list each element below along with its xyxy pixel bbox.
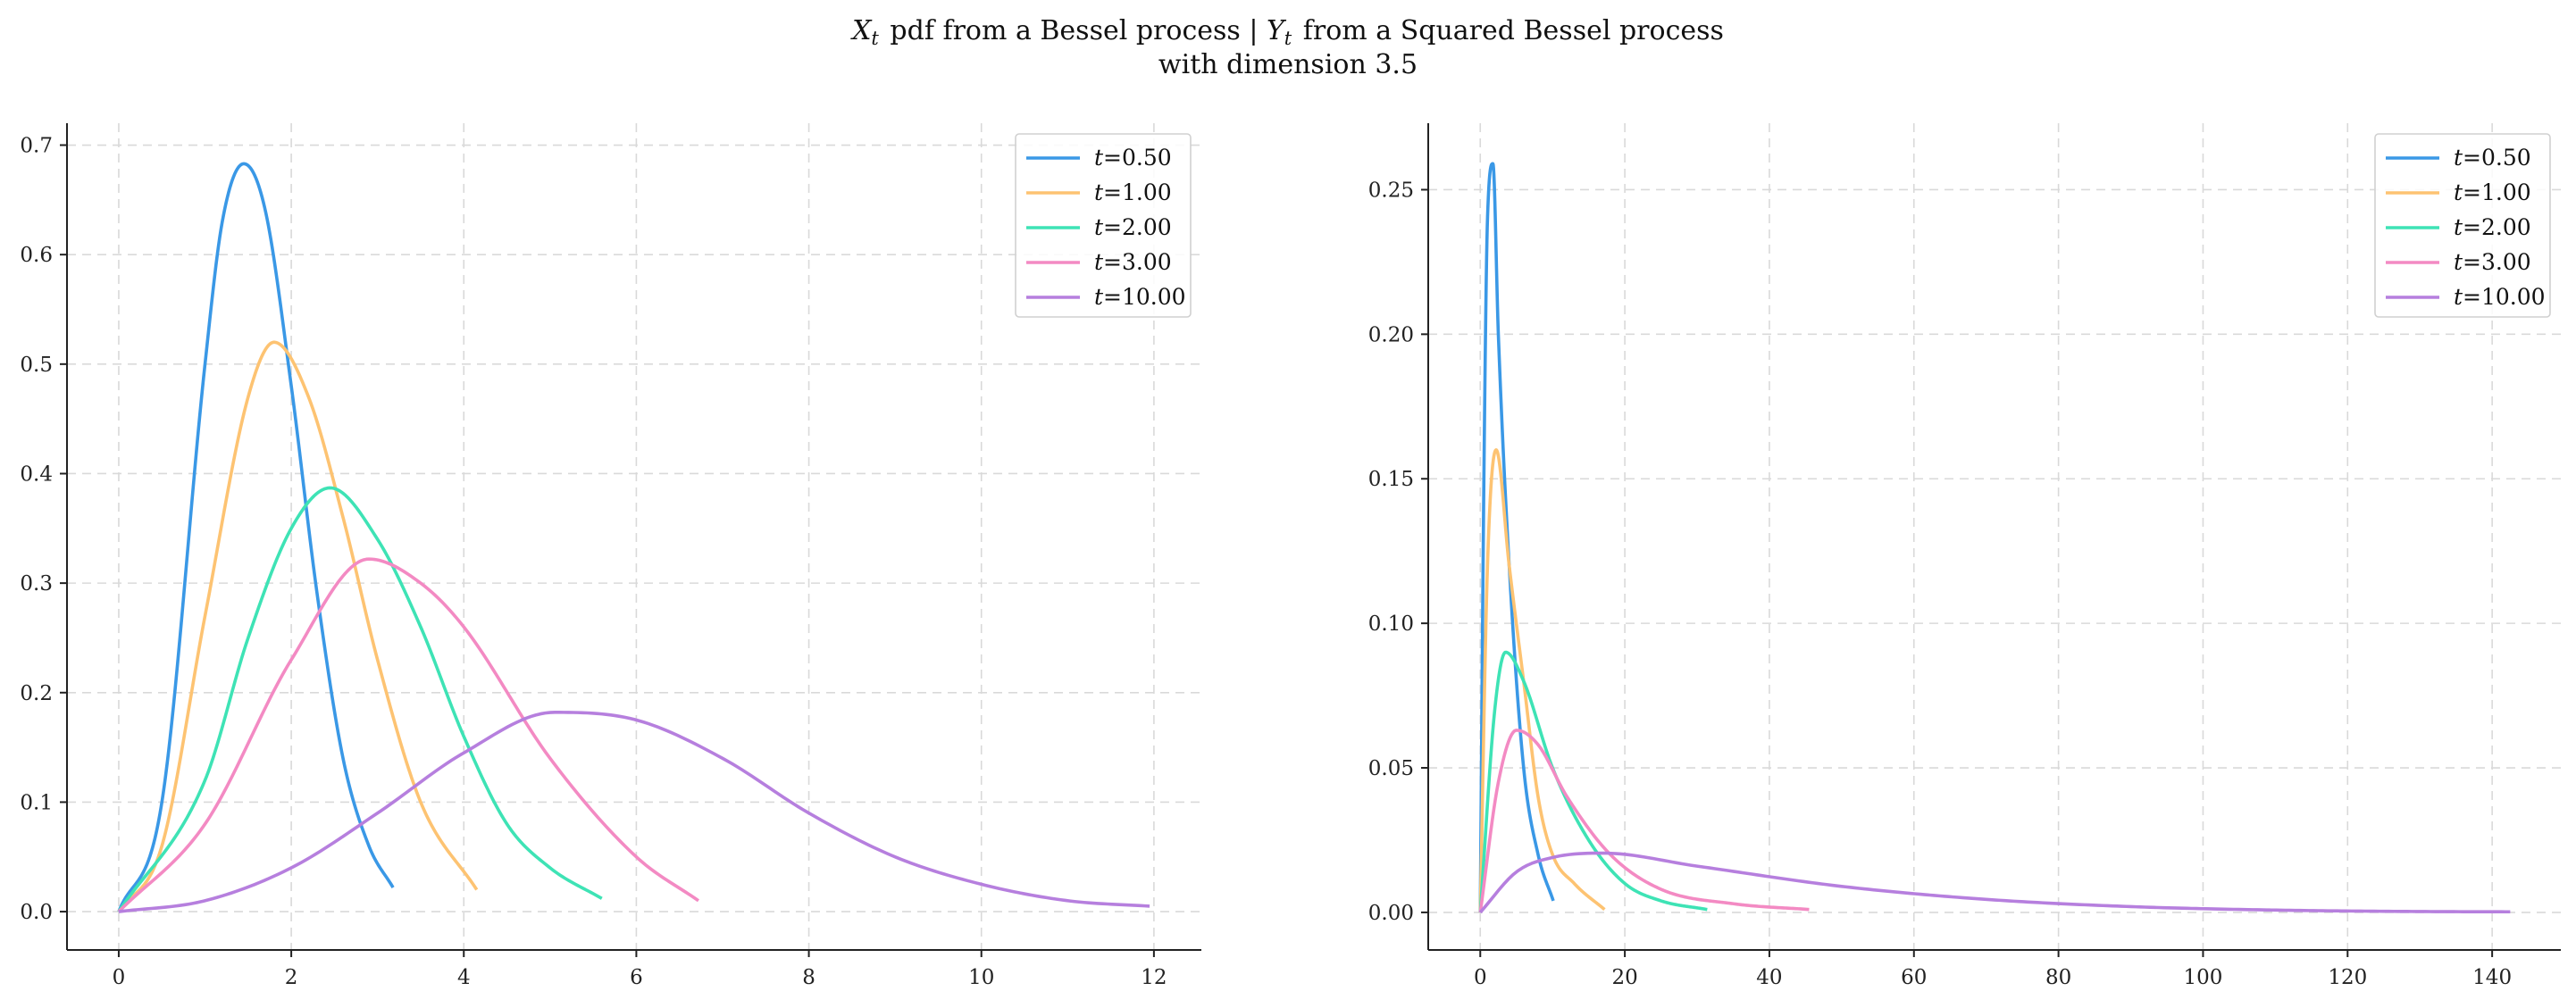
series-line-t-0.50	[1478, 162, 1555, 912]
figure-title-line-2: with dimension 3.5	[1158, 49, 1418, 80]
x-tick-label: 0	[113, 966, 126, 989]
y-tick-label: 0.05	[1368, 757, 1414, 780]
legend-item: t=1.00	[1026, 179, 1172, 205]
legend-label: t=1.00	[2454, 179, 2531, 205]
grid	[1428, 123, 2561, 950]
x-tick-label: 6	[630, 966, 643, 989]
legend-label: t=0.50	[2454, 145, 2531, 171]
legend-label: t=2.00	[2454, 214, 2531, 240]
y-tick-label: 0.1	[20, 791, 53, 814]
legend-item: t=10.00	[1026, 284, 1186, 310]
x-tick-label: 8	[802, 966, 815, 989]
x-tick-label: 120	[2328, 966, 2367, 989]
legend-label: t=1.00	[1094, 179, 1172, 205]
y-tick-label: 0.5	[20, 354, 53, 377]
y-tick-label: 0.0	[20, 901, 53, 924]
axes-spines	[1427, 123, 2561, 951]
grid	[67, 123, 1201, 950]
y-tick-label: 0.6	[20, 244, 53, 267]
right-subplot: 0 20 40 60 80 100 120 1400.000.050.100.150.200.…	[1368, 123, 2561, 989]
series-lines	[1478, 162, 2511, 914]
x-tick-label: 4	[457, 966, 471, 989]
y-ticks: 0.00 0.05 0.10 0.15 0.20 0.25	[1368, 179, 1428, 925]
legend-item: t=3.00	[1026, 249, 1172, 275]
series-line-t-3.00	[1478, 729, 1810, 913]
x-tick-label: 20	[1611, 966, 1637, 989]
series-line-t-2.00	[1478, 650, 1708, 913]
legend-item: t=0.50	[1026, 145, 1172, 171]
legend-frame	[1015, 133, 1192, 318]
series-line-t-10.00	[118, 711, 1150, 913]
x-tick-label: 140	[2472, 966, 2512, 989]
legend-item: t=2.00	[1026, 214, 1172, 240]
legend-item: t=10.00	[2386, 284, 2546, 310]
series-line-t-10.00	[1478, 851, 2511, 914]
legend-label: t=3.00	[2454, 249, 2531, 275]
y-tick-label: 0.10	[1368, 612, 1414, 636]
legend: t=0.50 t=1.00 t=2.00 t=3.00 t=10.00	[1015, 133, 1192, 318]
legend-item: t=1.00	[2386, 179, 2531, 205]
legend-label: t=10.00	[1094, 284, 1186, 310]
series-line-t-2.00	[117, 486, 603, 913]
legend-label: t=10.00	[2454, 284, 2546, 310]
x-ticks: 0 2 4 6 8 10 12	[113, 950, 1167, 989]
y-tick-label: 0.7	[20, 135, 53, 158]
y-tick-label: 0.15	[1368, 468, 1414, 491]
legend-label: t=0.50	[1094, 145, 1172, 171]
y-tick-label: 0.20	[1368, 323, 1414, 346]
legend: t=0.50 t=1.00 t=2.00 t=3.00 t=10.00	[2374, 133, 2551, 318]
x-tick-label: 100	[2183, 966, 2222, 989]
figure-title-line-1: Xt pdf from a Bessel process | Yt from a…	[850, 15, 1724, 49]
y-tick-label: 0.4	[20, 462, 53, 486]
series-line-t-1.00	[1478, 448, 1606, 912]
series-line-t-1.00	[117, 340, 479, 913]
left-subplot: 0 2 4 6 8 10 120.00.10.20.30.40.50.60.7 t=0.50t…	[20, 123, 1201, 989]
x-tick-label: 12	[1141, 966, 1167, 989]
legend-item: t=3.00	[2386, 249, 2531, 275]
y-tick-label: 0.3	[20, 572, 53, 596]
x-tick-label: 2	[285, 966, 298, 989]
legend-item: t=2.00	[2386, 214, 2531, 240]
y-tick-label: 0.25	[1368, 179, 1414, 202]
legend-label: t=2.00	[1094, 214, 1172, 240]
figure-title: Xt pdf from a Bessel process | Yt from a…	[850, 15, 1724, 80]
x-tick-label: 10	[968, 966, 994, 989]
y-tick-label: 0.2	[20, 682, 53, 705]
legend-frame	[2374, 133, 2551, 318]
series-line-t-3.00	[117, 557, 699, 913]
x-tick-label: 80	[2045, 966, 2071, 989]
series-lines	[117, 162, 1150, 913]
x-tick-label: 60	[1901, 966, 1927, 989]
y-tick-label: 0.00	[1368, 902, 1414, 925]
series-line-t-0.50	[117, 162, 395, 912]
x-tick-label: 0	[1474, 966, 1487, 989]
x-tick-label: 40	[1756, 966, 1782, 989]
legend-item: t=0.50	[2386, 145, 2531, 171]
y-ticks: 0.0 0.1 0.2 0.3 0.4 0.5 0.6 0.7	[20, 135, 67, 924]
axes-spines	[66, 123, 1201, 951]
x-ticks: 0 20 40 60 80 100 120 140	[1474, 950, 2512, 989]
legend-label: t=3.00	[1094, 249, 1172, 275]
